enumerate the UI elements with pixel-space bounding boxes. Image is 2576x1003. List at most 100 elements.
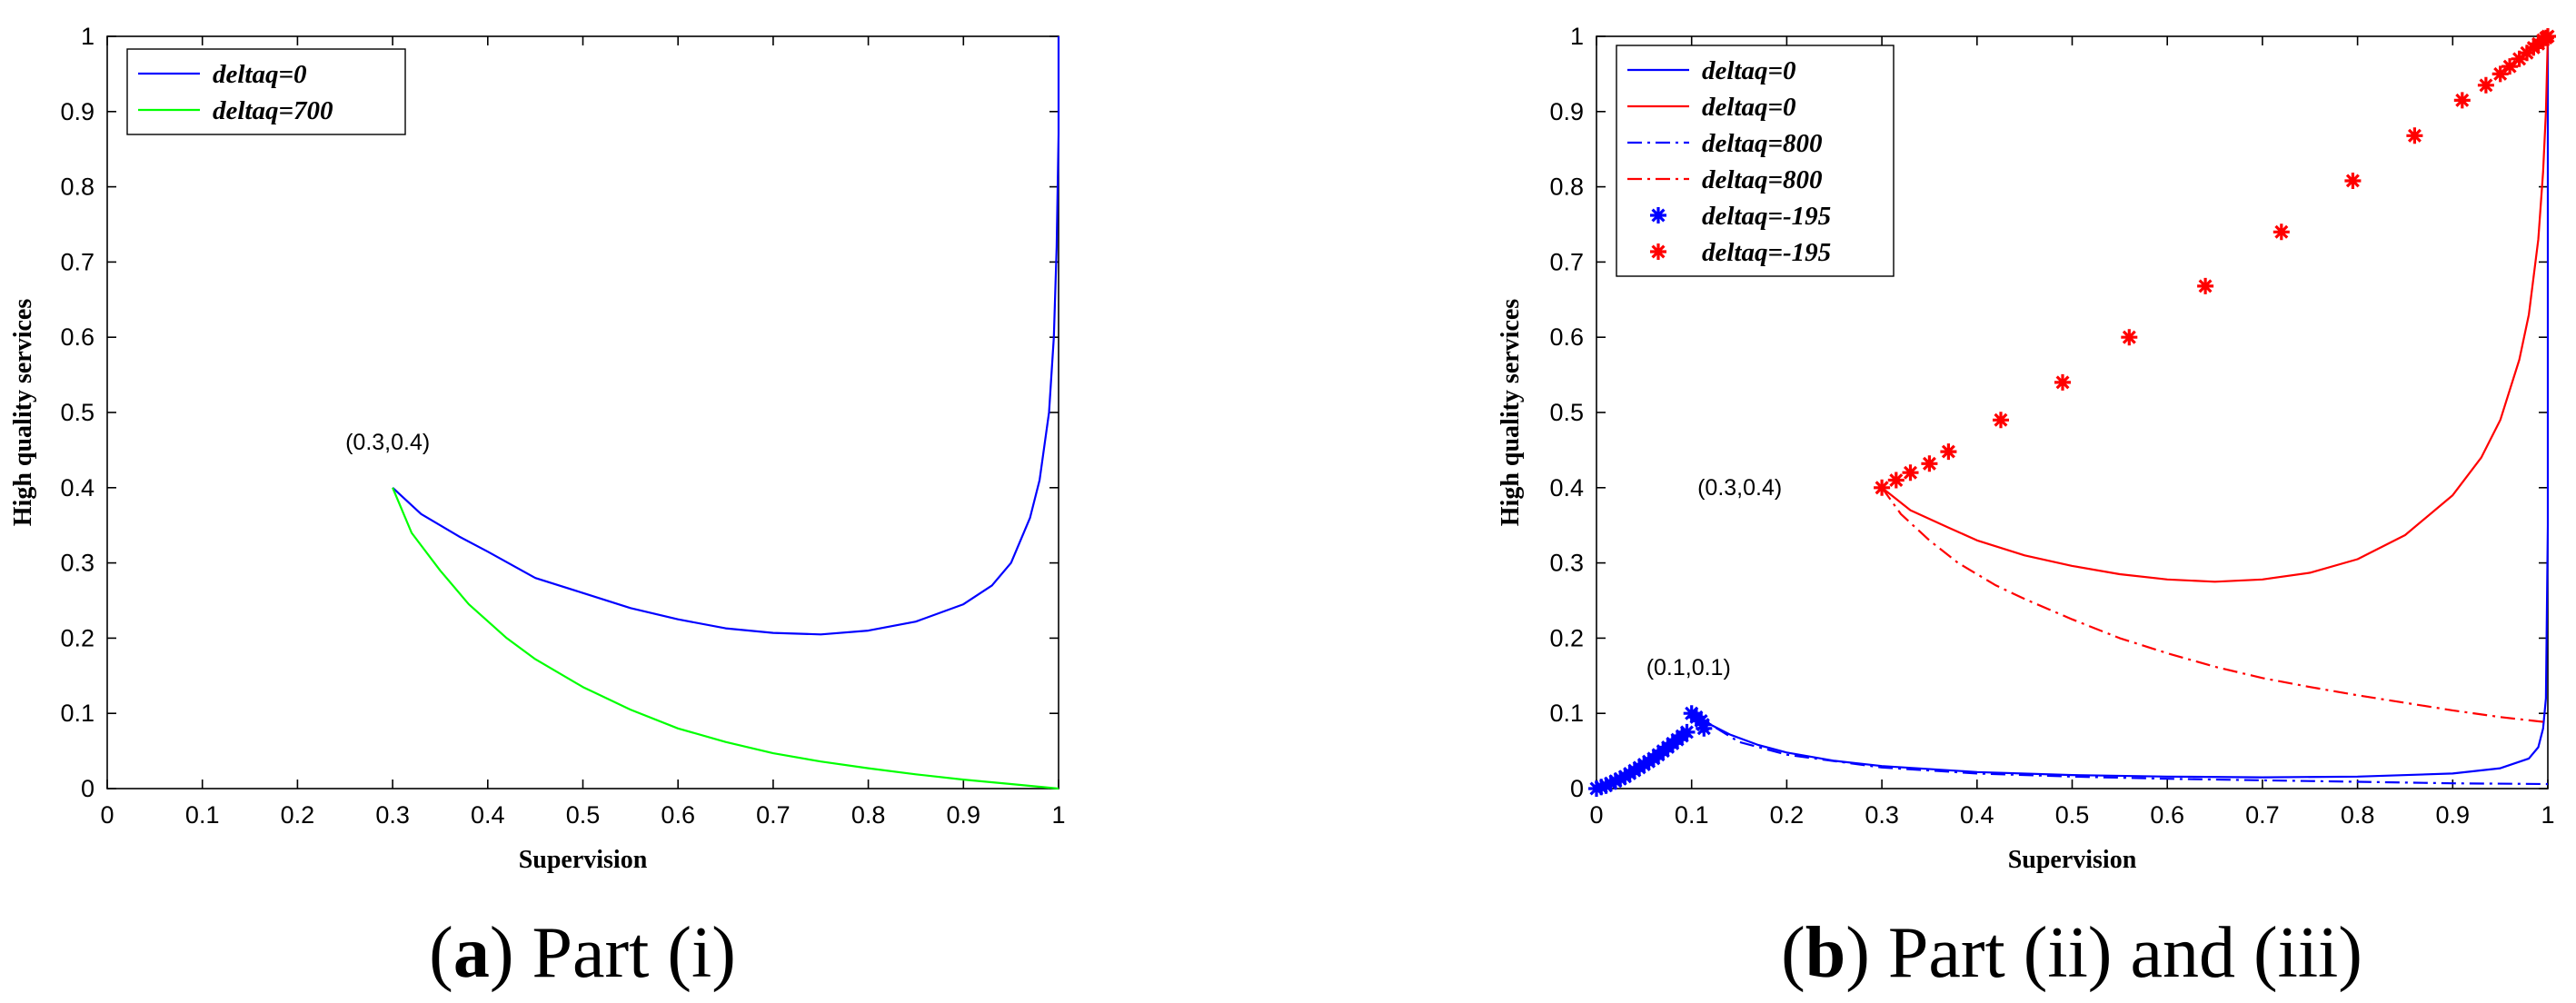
series-line-1 — [392, 487, 1059, 790]
series-line-0 — [392, 36, 1060, 636]
x-tick-label: 0.4 — [1960, 801, 1994, 829]
x-tick-label: 0 — [1589, 801, 1603, 829]
series-marker-point — [1902, 464, 1919, 482]
chart-panel-b: 0 0.1 0.2 0.3 0.4 0.5 0.6 0.7 0.8 0.9 1 0 0.1 0.2 0.3 0… — [1497, 23, 2556, 993]
x-tick-label: 0.1 — [1675, 801, 1709, 829]
x-tick-label: 0 — [100, 801, 114, 829]
panel-caption: (a) Part (i) — [429, 913, 736, 993]
series-marker-point — [2511, 50, 2528, 67]
series-marker-point — [2540, 28, 2556, 45]
x-axis-label: Supervision — [2008, 846, 2137, 874]
legend-box — [1616, 45, 1895, 277]
series-marker-point — [2519, 45, 2535, 62]
series-marker-point — [1940, 443, 1957, 461]
x-tick-label: 0.3 — [375, 801, 410, 829]
series-marker-point — [1678, 723, 1696, 740]
series-marker-point — [1696, 720, 1713, 737]
point-annotation: (0.3,0.4) — [345, 430, 430, 455]
y-tick-label: 0.3 — [60, 550, 94, 577]
series-line-0 — [1691, 36, 2550, 779]
legend-marker — [1650, 207, 1666, 223]
series-marker-point — [2477, 76, 2494, 94]
series-marker-point — [2344, 173, 2362, 189]
x-tick-label: 0.6 — [661, 801, 695, 829]
series-marker-point — [1874, 479, 1891, 496]
point-annotation: (0.3,0.4) — [1697, 475, 1782, 501]
series-marker-point — [1606, 772, 1624, 789]
legend-entry-label: deltaq=-195 — [1702, 238, 1831, 267]
series-line-3 — [1881, 487, 2549, 724]
legend-entry-label: deltaq=0 — [213, 60, 307, 89]
x-tick-label: 0.7 — [2245, 801, 2280, 829]
legend-entry-label: deltaq=700 — [213, 96, 333, 125]
x-tick-label: 0.1 — [185, 801, 220, 829]
x-tick-label: 0.4 — [471, 801, 505, 829]
y-tick-label: 0.5 — [1549, 399, 1584, 426]
legend-entry-label: deltaq=800 — [1702, 129, 1823, 158]
legend-entry-label: deltaq=-195 — [1702, 202, 1831, 231]
x-tick-label: 0.7 — [756, 801, 791, 829]
series-marker-point — [2054, 373, 2071, 391]
series-marker-point — [1993, 412, 2009, 429]
y-tick-label: 0.8 — [60, 174, 94, 201]
y-tick-label: 0.9 — [1549, 98, 1584, 125]
x-tick-label: 0.9 — [2436, 801, 2471, 829]
x-tick-label: 0.8 — [2341, 801, 2375, 829]
x-tick-label: 0.6 — [2150, 801, 2184, 829]
y-tick-label: 0.5 — [60, 399, 94, 426]
y-tick-label: 0.1 — [60, 700, 94, 727]
series-marker-point — [2453, 92, 2471, 109]
y-tick-label: 0.6 — [1549, 323, 1584, 351]
plot-area-frame — [106, 35, 1059, 789]
legend-entry-label: deltaq=0 — [1702, 93, 1796, 122]
y-tick-label: 0 — [1570, 775, 1584, 802]
legend-marker — [1650, 243, 1666, 260]
legend-box — [126, 48, 406, 135]
y-tick-label: 0.7 — [60, 248, 94, 275]
y-tick-label: 1 — [81, 23, 94, 50]
y-tick-label: 0.7 — [1549, 248, 1584, 275]
y-axis-label: High quality services — [9, 299, 37, 527]
y-tick-label: 0.1 — [1549, 700, 1584, 727]
series-line-2 — [1691, 712, 2549, 786]
y-tick-label: 0 — [81, 775, 94, 802]
y-tick-label: 0.2 — [1549, 624, 1584, 651]
y-axis-label: High quality services — [1497, 299, 1525, 527]
legend-entry-label: deltaq=800 — [1702, 165, 1823, 194]
legend-entry-label: deltaq=0 — [1702, 56, 1796, 85]
x-tick-label: 0.9 — [947, 801, 981, 829]
x-axis-label: Supervision — [519, 846, 648, 874]
x-tick-label: 0.2 — [1770, 801, 1805, 829]
series-marker-point — [2121, 329, 2138, 346]
y-tick-label: 0.8 — [1549, 174, 1584, 201]
series-marker-point — [1602, 775, 1619, 792]
y-tick-label: 0.6 — [60, 323, 94, 351]
y-tick-label: 0.3 — [1549, 550, 1584, 577]
y-tick-label: 0.9 — [60, 98, 94, 125]
chart-panel-a: 0 0.1 0.2 0.3 0.4 0.5 0.6 0.7 0.8 0.9 1 0 0.1 0.2 0.3 0… — [9, 23, 1066, 993]
series-marker-point — [1612, 770, 1629, 788]
series-marker-point — [1597, 777, 1615, 794]
series-marker-point — [1921, 455, 1938, 472]
y-tick-label: 1 — [1570, 23, 1584, 50]
series-marker-point — [2406, 127, 2423, 144]
point-annotation: (0.1,0.1) — [1646, 655, 1731, 680]
series-marker-point — [2273, 223, 2290, 241]
x-tick-label: 0.2 — [281, 801, 315, 829]
series-marker-point — [2491, 65, 2509, 83]
x-tick-label: 1 — [1051, 801, 1065, 829]
series-line-1 — [1881, 35, 2550, 583]
y-tick-label: 0.4 — [1549, 474, 1584, 502]
x-tick-label: 0.5 — [566, 801, 601, 829]
x-tick-label: 0.8 — [851, 801, 886, 829]
y-tick-label: 0.2 — [60, 624, 94, 651]
y-tick-label: 0.4 — [60, 474, 94, 502]
panel-caption: (b) Part (ii) and (iii) — [1781, 913, 2362, 993]
x-tick-label: 1 — [2541, 801, 2554, 829]
x-tick-label: 0.3 — [1865, 801, 1899, 829]
series-marker-point — [1588, 780, 1605, 797]
series-marker-point — [1887, 472, 1905, 489]
series-marker-point — [2197, 277, 2214, 294]
series-marker-point — [2501, 58, 2519, 75]
